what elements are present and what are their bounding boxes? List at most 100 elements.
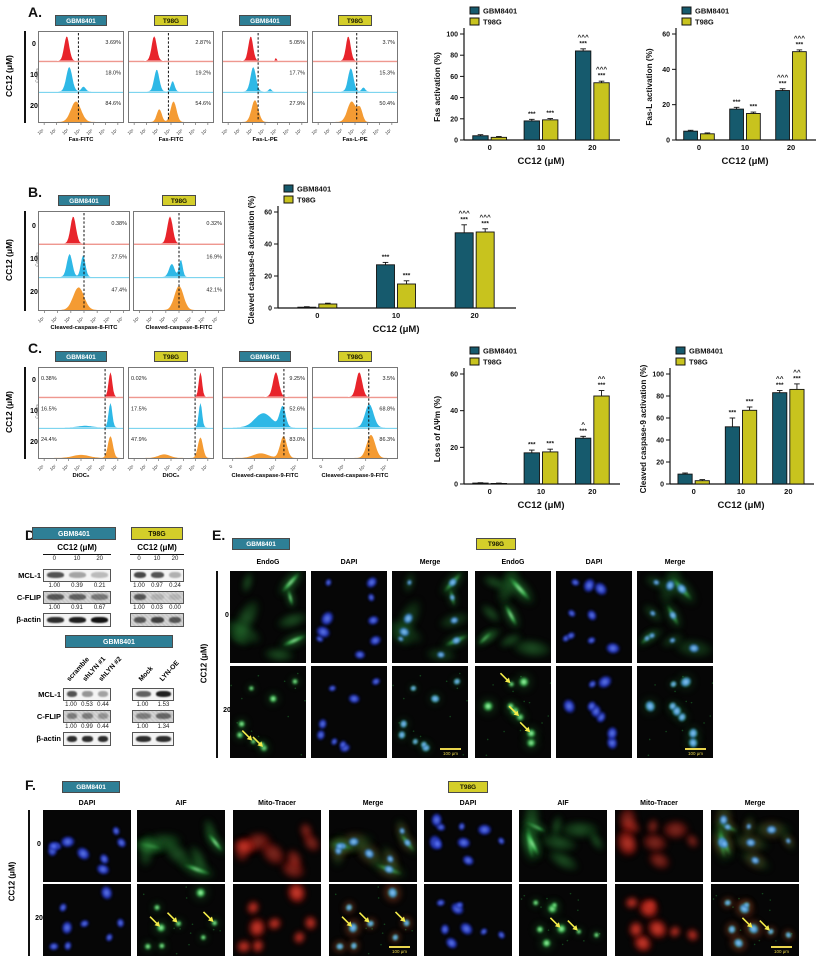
svg-text:0.38%: 0.38% — [41, 376, 57, 382]
svg-text:10⁶: 10⁶ — [98, 464, 107, 472]
svg-text:16.9%: 16.9% — [206, 254, 222, 260]
flow-histogram: 0.02% 17.5% 47.9% 10¹ 10² 10³ 10⁴ 10⁵ 10⁶ 10⁷ — [127, 367, 214, 472]
svg-text:60: 60 — [450, 74, 458, 81]
protein-band — [47, 594, 64, 600]
svg-text:40: 40 — [656, 438, 664, 445]
cell-line-badge-gbm8401: GBM8401 — [239, 351, 291, 362]
micrograph-aif-row20 — [519, 884, 607, 956]
flow-histogram: 5.05% 17.7% 27.9% 10¹ 10² 10³ 10⁴ 10⁵ 10⁶ 10⁷ — [221, 31, 308, 136]
svg-text:60: 60 — [662, 32, 670, 39]
blot-density-value: 1.00 — [136, 724, 149, 730]
micrograph-dapi-row20 — [424, 884, 512, 956]
lane-label: 0 — [137, 556, 141, 562]
svg-text:CC12 (μM): CC12 (μM) — [722, 156, 769, 167]
blot-density-value: 0.00 — [169, 605, 181, 611]
blot-mcl-1 — [132, 688, 174, 701]
micrograph-aif-row0 — [519, 810, 607, 882]
micrograph-dapi-row0 — [311, 571, 387, 663]
svg-text:0: 0 — [660, 482, 664, 489]
svg-text:10⁶: 10⁶ — [188, 464, 197, 472]
protein-band — [69, 616, 86, 623]
treatment-header: CC12 (μM) — [137, 543, 177, 552]
svg-text:10⁵: 10⁵ — [184, 316, 193, 324]
svg-text:T98G: T98G — [483, 18, 502, 27]
svg-text:10⁷: 10⁷ — [384, 128, 393, 136]
svg-text:52.6%: 52.6% — [289, 407, 305, 413]
svg-text:***: *** — [598, 73, 606, 80]
svg-text:GBM8401: GBM8401 — [483, 7, 517, 16]
blot-density-value: 1.00 — [133, 605, 145, 611]
blot-density-value: 1.34 — [157, 724, 170, 730]
blot-density-value: 1.53 — [157, 702, 170, 708]
cell-line-badge-t98g: T98G — [476, 538, 516, 550]
protein-band — [156, 691, 171, 697]
svg-text:10⁵: 10⁵ — [269, 128, 278, 136]
lane-label: 10 — [73, 556, 81, 562]
svg-text:T98G: T98G — [689, 358, 708, 367]
svg-text:40: 40 — [450, 95, 458, 102]
svg-text:***: *** — [579, 428, 587, 435]
column-header-mito-tracer: Mito-Tracer — [258, 800, 296, 807]
svg-text:3.7%: 3.7% — [382, 40, 395, 46]
blot-row-label: MCL-1 — [38, 690, 61, 699]
column-header-merge: Merge — [419, 559, 441, 566]
svg-text:10¹: 10¹ — [132, 316, 141, 324]
svg-text:60: 60 — [264, 210, 272, 217]
blot-row-label: β-actin — [16, 615, 41, 624]
cell-line-badge-gbm8401: GBM8401 — [232, 538, 290, 550]
svg-text:***: *** — [779, 80, 787, 87]
protein-band — [67, 691, 78, 697]
blot-density-value: 0.99 — [81, 724, 93, 730]
protein-band — [69, 594, 86, 600]
svg-text:^: ^ — [581, 420, 585, 428]
column-header-merge: Merge — [744, 800, 766, 807]
svg-text:***: *** — [481, 220, 489, 227]
svg-text:20: 20 — [787, 143, 795, 152]
blot-density-value: 1.00 — [133, 583, 145, 589]
column-header-dapi: DAPI — [78, 800, 96, 807]
flow-x-axis-label: Fas-FITC — [68, 137, 94, 143]
svg-text:2.87%: 2.87% — [195, 40, 211, 46]
svg-text:0.02%: 0.02% — [131, 376, 147, 382]
svg-text:10: 10 — [741, 143, 749, 152]
svg-text:9.25%: 9.25% — [289, 376, 305, 382]
blot-density-value: 0.97 — [151, 583, 163, 589]
flow-x-axis-label: Cleaved-caspase-8-FITC — [50, 325, 118, 331]
blot-c-flip — [130, 591, 184, 604]
svg-text:47.9%: 47.9% — [131, 437, 147, 443]
protein-band — [151, 616, 164, 623]
flow-histogram: 3.5% 68.8% 86.3% 0 10³ 10⁴ 10⁵ — [312, 367, 398, 472]
lane-label: 0 — [52, 556, 56, 562]
blot-density-value: 0.03 — [151, 605, 163, 611]
svg-text:10⁵: 10⁵ — [85, 464, 94, 472]
cell-line-badge-t98g: T98G — [337, 15, 373, 26]
svg-text:0.38%: 0.38% — [111, 221, 127, 227]
flow-histogram: 2.87% 19.2% 54.6% 10¹ 10² 10³ 10⁴ 10⁵ 10⁶ 10⁷ — [127, 31, 214, 136]
svg-text:80: 80 — [656, 394, 664, 401]
protein-band — [91, 572, 108, 578]
svg-text:5.05%: 5.05% — [289, 40, 305, 46]
protein-band — [134, 594, 147, 600]
svg-text:60: 60 — [656, 416, 664, 423]
svg-text:10⁴: 10⁴ — [358, 464, 367, 472]
svg-text:10²: 10² — [49, 464, 58, 472]
svg-text:10⁵: 10⁵ — [359, 128, 368, 136]
blot-β-actin — [130, 613, 184, 627]
dose-row-label: 20 — [223, 707, 231, 714]
svg-text:10²: 10² — [50, 316, 59, 324]
micrograph-merge-row0 — [329, 810, 417, 882]
svg-text:40: 40 — [662, 67, 670, 74]
svg-text:10¹: 10¹ — [221, 128, 230, 136]
protein-band — [136, 691, 151, 697]
blot-density-value: 1.00 — [48, 605, 61, 611]
svg-text:20: 20 — [470, 311, 478, 320]
micrograph-merge-row20: 100 μm — [637, 666, 713, 758]
cell-line-badge-gbm8401: GBM8401 — [32, 527, 116, 540]
svg-text:42.1%: 42.1% — [206, 288, 222, 294]
svg-text:10³: 10³ — [63, 316, 72, 324]
protein-band — [91, 594, 108, 600]
column-header-dapi: DAPI — [585, 559, 603, 566]
svg-text:10⁶: 10⁶ — [102, 316, 111, 324]
blot-β-actin — [43, 613, 111, 627]
blot-density-value: 1.00 — [136, 702, 149, 708]
